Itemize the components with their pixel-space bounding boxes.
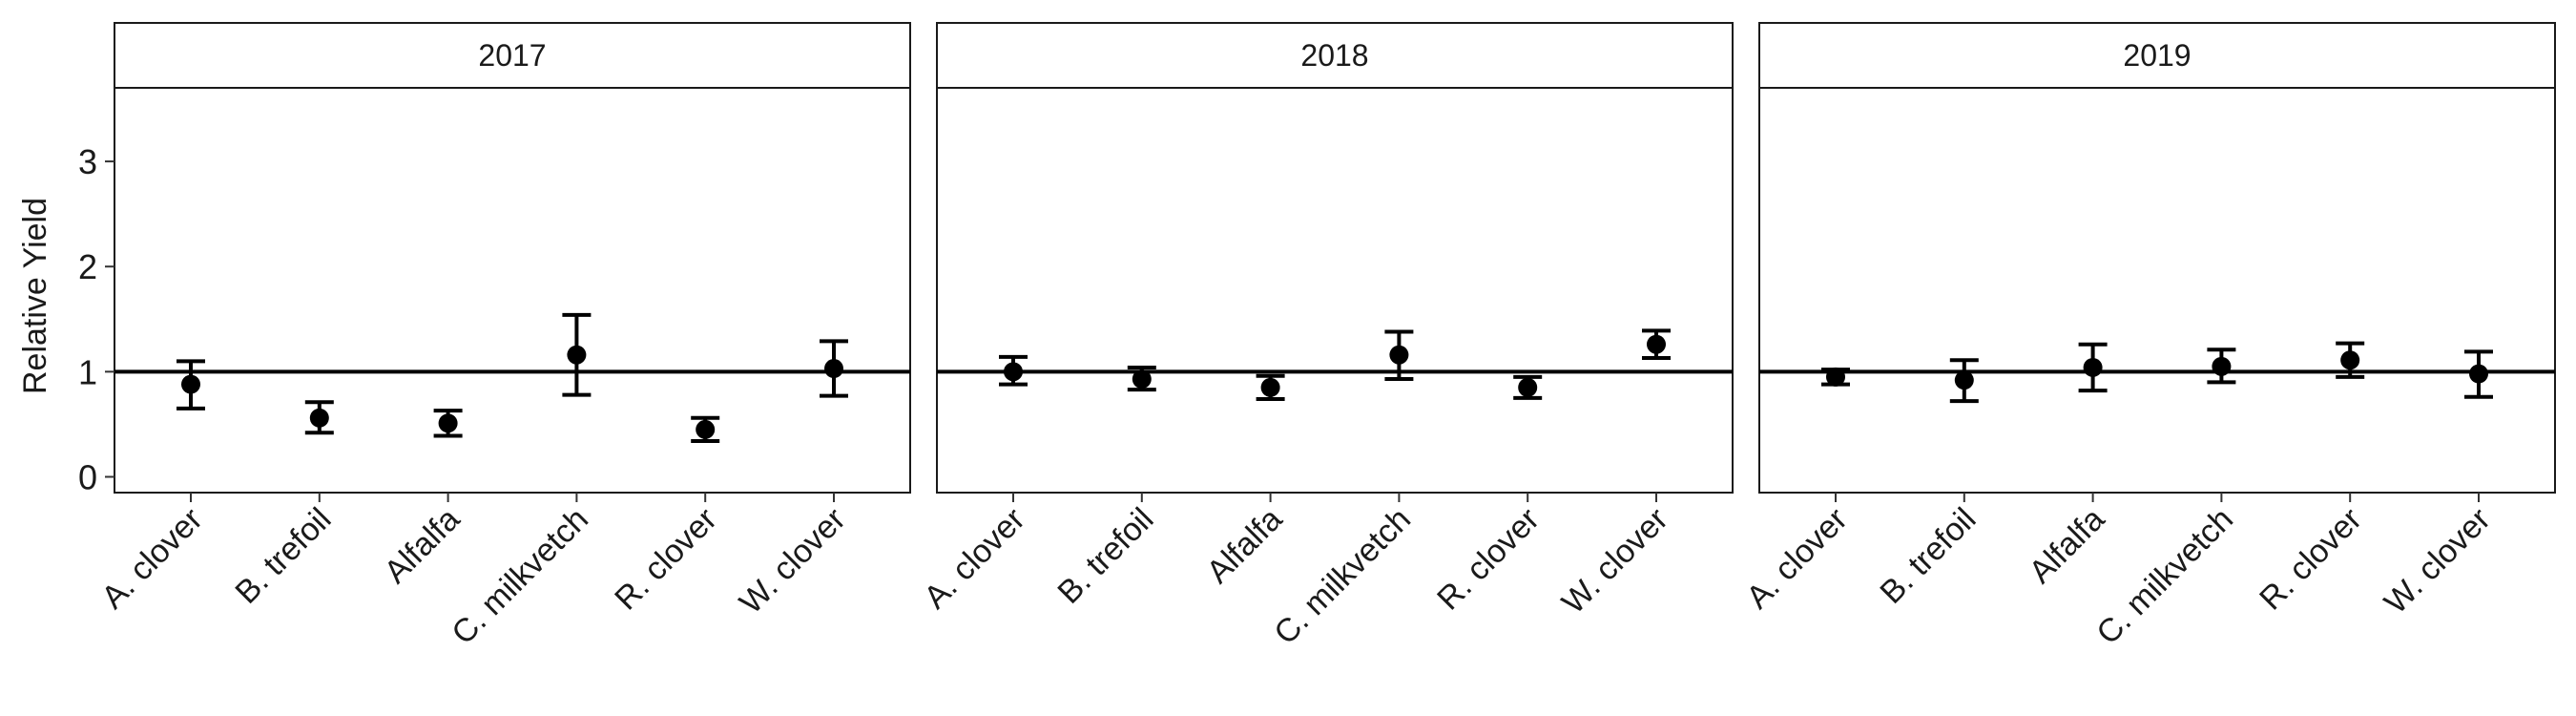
- panel-plot-area: [114, 87, 911, 494]
- data-point: [1260, 377, 1280, 397]
- data-point: [1132, 369, 1152, 390]
- data-point: [438, 413, 458, 433]
- x-tick-label: C. milkvetch: [2089, 501, 2240, 652]
- x-tick-label: A. clover: [917, 501, 1031, 616]
- x-tick-label: B. trefoil: [1050, 501, 1160, 611]
- panel-strip-label: 2017: [478, 38, 546, 73]
- panel-strip: [936, 22, 1734, 89]
- x-tick-label: Alfalfa: [378, 501, 467, 591]
- data-point: [824, 359, 843, 379]
- data-point: [2340, 350, 2360, 370]
- y-tick-label: 2: [78, 247, 97, 286]
- panel-strip: [114, 22, 911, 89]
- panel-strip: [1758, 22, 2556, 89]
- y-axis-title: Relative Yield: [17, 198, 53, 394]
- x-tick-label: B. trefoil: [228, 501, 338, 611]
- y-tick-label: 0: [78, 457, 97, 496]
- data-point: [1826, 367, 1845, 387]
- x-tick-label: Alfalfa: [1200, 501, 1290, 591]
- panel-strip-label: 2019: [2123, 38, 2191, 73]
- x-tick-label: W. clover: [2378, 501, 2498, 621]
- x-tick-label: B. trefoil: [1873, 501, 1983, 611]
- x-tick-label: C. milkvetch: [1267, 501, 1418, 652]
- data-point: [2212, 356, 2232, 376]
- data-point: [1389, 345, 1409, 365]
- x-tick-label: R. clover: [2253, 501, 2369, 618]
- y-tick-label: 3: [78, 142, 97, 181]
- panel-plot-area: [936, 87, 1734, 494]
- x-tick-label: A. clover: [1739, 501, 1854, 616]
- x-tick-label: R. clover: [608, 501, 724, 618]
- x-tick-label: W. clover: [1555, 501, 1675, 621]
- data-point: [1647, 334, 1666, 354]
- data-point: [567, 345, 587, 365]
- x-tick-label: A. clover: [94, 501, 209, 616]
- panel-plot-area: [1758, 87, 2556, 494]
- data-point: [1518, 377, 1538, 397]
- panel-strip-label: 2018: [1300, 38, 1368, 73]
- x-tick-label: W. clover: [733, 501, 853, 621]
- x-tick-label: C. milkvetch: [445, 501, 595, 652]
- data-point: [2469, 364, 2488, 384]
- data-point: [1954, 370, 1974, 390]
- x-tick-label: Alfalfa: [2023, 501, 2112, 591]
- y-tick-label: 1: [78, 352, 97, 391]
- data-point: [1004, 362, 1023, 382]
- data-point: [696, 419, 716, 439]
- data-point: [2083, 357, 2103, 377]
- data-point: [181, 374, 200, 394]
- x-tick-label: R. clover: [1430, 501, 1547, 618]
- data-point: [309, 408, 329, 428]
